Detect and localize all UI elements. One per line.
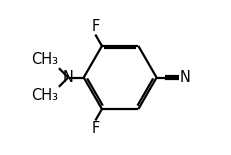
Text: N: N [180,70,191,85]
Text: CH₃: CH₃ [31,88,58,103]
Text: F: F [91,19,100,34]
Text: CH₃: CH₃ [31,52,58,67]
Text: N: N [63,70,74,85]
Text: F: F [91,121,100,136]
